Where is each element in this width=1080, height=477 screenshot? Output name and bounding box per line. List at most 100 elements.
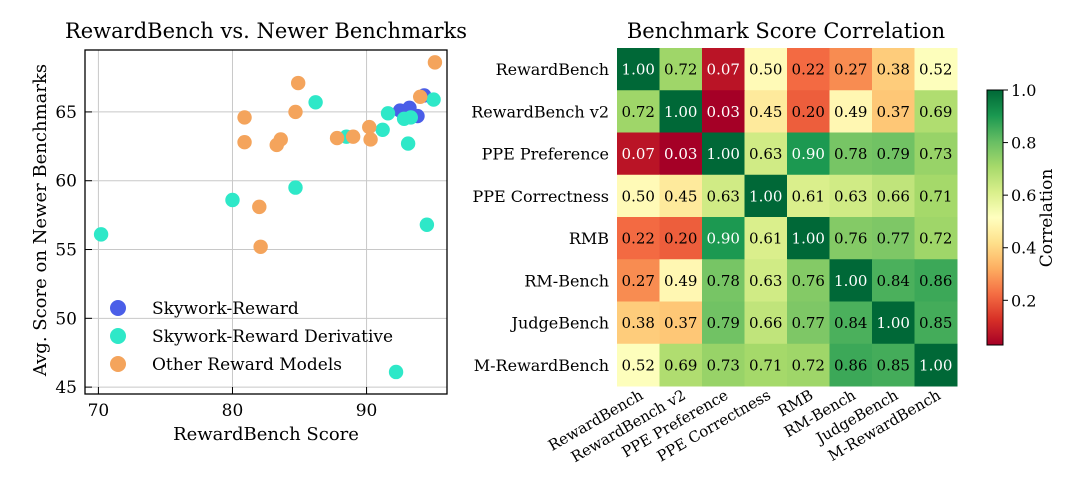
- heatmap-row-label: RewardBench: [496, 60, 609, 79]
- legend-label: Skywork-Reward Derivative: [152, 327, 393, 347]
- heatmap-cell: [702, 259, 745, 302]
- heatmap-cell-value: 0.07: [622, 145, 655, 163]
- heatmap-cell-value: 0.72: [919, 230, 952, 248]
- heatmap-cell-value: 0.71: [749, 356, 782, 374]
- heatmap-cell-value: 0.76: [834, 230, 867, 248]
- scatter-point: [363, 132, 378, 147]
- heatmap-row-label: PPE Correctness: [472, 187, 609, 206]
- scatter-plot-frame: [84, 49, 448, 395]
- heatmap-cell: [617, 174, 660, 218]
- heatmap-title: Benchmark Score Correlation: [627, 19, 945, 43]
- heatmap-cell: [829, 48, 873, 91]
- scatter-point: [403, 110, 418, 125]
- heatmap-cell-value: 0.27: [834, 61, 867, 79]
- heatmap-cell: [659, 174, 703, 218]
- heatmap-cell: [659, 217, 703, 260]
- heatmap-cell-value: 1.00: [622, 61, 655, 79]
- heatmap-cell: [744, 174, 788, 218]
- scatter-point: [288, 180, 303, 195]
- heatmap-colorbar: 0.2 0.4 0.6 0.8 1.0 Correlation: [986, 81, 1057, 346]
- heatmap-cell-value: 0.38: [877, 61, 910, 79]
- heatmap-cell-value: 0.50: [622, 187, 655, 205]
- y-tick-label: 45: [55, 378, 77, 398]
- scatter-point: [93, 227, 109, 242]
- heatmap-cell-value: 0.07: [707, 61, 740, 79]
- heatmap-chart: Benchmark Score Correlation 1.00 0.72 0.07…: [471, 19, 958, 466]
- scatter-point: [380, 106, 396, 121]
- scatter-point: [253, 239, 268, 254]
- heatmap-cell-value: 0.37: [877, 103, 910, 121]
- heatmap-cell-value: 0.86: [834, 356, 867, 374]
- heatmap-cell-value: 0.78: [834, 145, 867, 163]
- colorbar-label: Correlation: [1037, 169, 1057, 268]
- heatmap-cell: [914, 259, 958, 302]
- heatmap-cell-value: 1.00: [919, 356, 952, 374]
- legend-label: Other Reward Models: [152, 355, 342, 375]
- heatmap-cell: [702, 132, 745, 176]
- heatmap-cell: [829, 343, 873, 387]
- heatmap-cell-value: 0.63: [749, 272, 782, 290]
- heatmap-cell-value: 1.00: [877, 314, 910, 332]
- scatter-point: [362, 119, 377, 135]
- heatmap-cell-value: 0.49: [834, 103, 867, 121]
- heatmap-cell-value: 1.00: [749, 187, 782, 205]
- heatmap-cell-value: 0.76: [792, 272, 825, 290]
- heatmap-cell: [914, 343, 958, 387]
- heatmap-cell-value: 0.84: [877, 272, 910, 290]
- heatmap-cell-value: 0.86: [919, 272, 952, 290]
- heatmap-cell: [702, 217, 745, 260]
- heatmap-cell: [872, 132, 915, 176]
- heatmap-cell: [914, 48, 958, 91]
- heatmap-cell: [914, 301, 958, 345]
- scatter-points: [93, 55, 443, 380]
- heatmap-cell-value: 1.00: [834, 272, 867, 290]
- scatter-point: [375, 122, 390, 138]
- heatmap-cell: [914, 132, 958, 176]
- scatter-point: [388, 364, 404, 380]
- scatter-chart: RewardBench vs. Newer Benchmarks RewardB…: [30, 19, 467, 445]
- colorbar-ticks: 0.2 0.4 0.6 0.8 1.0: [1003, 81, 1036, 310]
- heatmap-cell: [829, 259, 873, 302]
- heatmap-cell-value: 0.72: [664, 61, 697, 79]
- scatter-point: [237, 134, 252, 150]
- heatmap-cell-value: 1.00: [792, 230, 825, 248]
- heatmap-cell: [659, 48, 703, 91]
- heatmap-cell: [829, 90, 873, 133]
- heatmap-cell: [617, 217, 660, 260]
- scatter-point: [419, 217, 435, 232]
- heatmap-cell: [702, 174, 745, 218]
- heatmap-cell: [914, 90, 958, 133]
- heatmap-cell: [659, 343, 703, 387]
- heatmap-cell-value: 1.00: [707, 145, 740, 163]
- heatmap-cell-value: 0.69: [664, 356, 697, 374]
- heatmap-cell-value: 0.90: [707, 230, 740, 248]
- heatmap-cell-value: 0.78: [707, 272, 740, 290]
- heatmap-cell: [617, 48, 660, 91]
- y-tick-label: 60: [55, 172, 77, 192]
- heatmap-cell: [872, 174, 915, 218]
- scatter-point: [412, 89, 428, 104]
- heatmap-cell-value: 0.71: [919, 187, 952, 205]
- heatmap-cell: [744, 132, 788, 176]
- heatmap-cell-value: 1.00: [664, 103, 697, 121]
- heatmap-cell: [744, 343, 788, 387]
- heatmap-cell: [872, 259, 915, 302]
- scatter-x-axis-label: RewardBench Score: [173, 424, 359, 445]
- heatmap-cell: [914, 217, 958, 260]
- heatmap-row-label: RMB: [569, 229, 609, 248]
- heatmap-cell: [787, 90, 830, 133]
- scatter-point: [345, 129, 361, 144]
- heatmap-cell: [702, 343, 745, 387]
- heatmap-cell: [787, 48, 830, 91]
- scatter-point: [252, 199, 267, 215]
- heatmap-row-label: M-RewardBench: [474, 356, 609, 375]
- colorbar-tick-label: 0.8: [1011, 134, 1036, 153]
- scatter-point: [237, 110, 252, 125]
- heatmap-cell-value: 0.72: [792, 356, 825, 374]
- heatmap-cell: [659, 301, 703, 345]
- heatmap-cell-value: 0.52: [919, 61, 952, 79]
- heatmap-cell: [872, 48, 915, 91]
- heatmap-cell: [744, 259, 788, 302]
